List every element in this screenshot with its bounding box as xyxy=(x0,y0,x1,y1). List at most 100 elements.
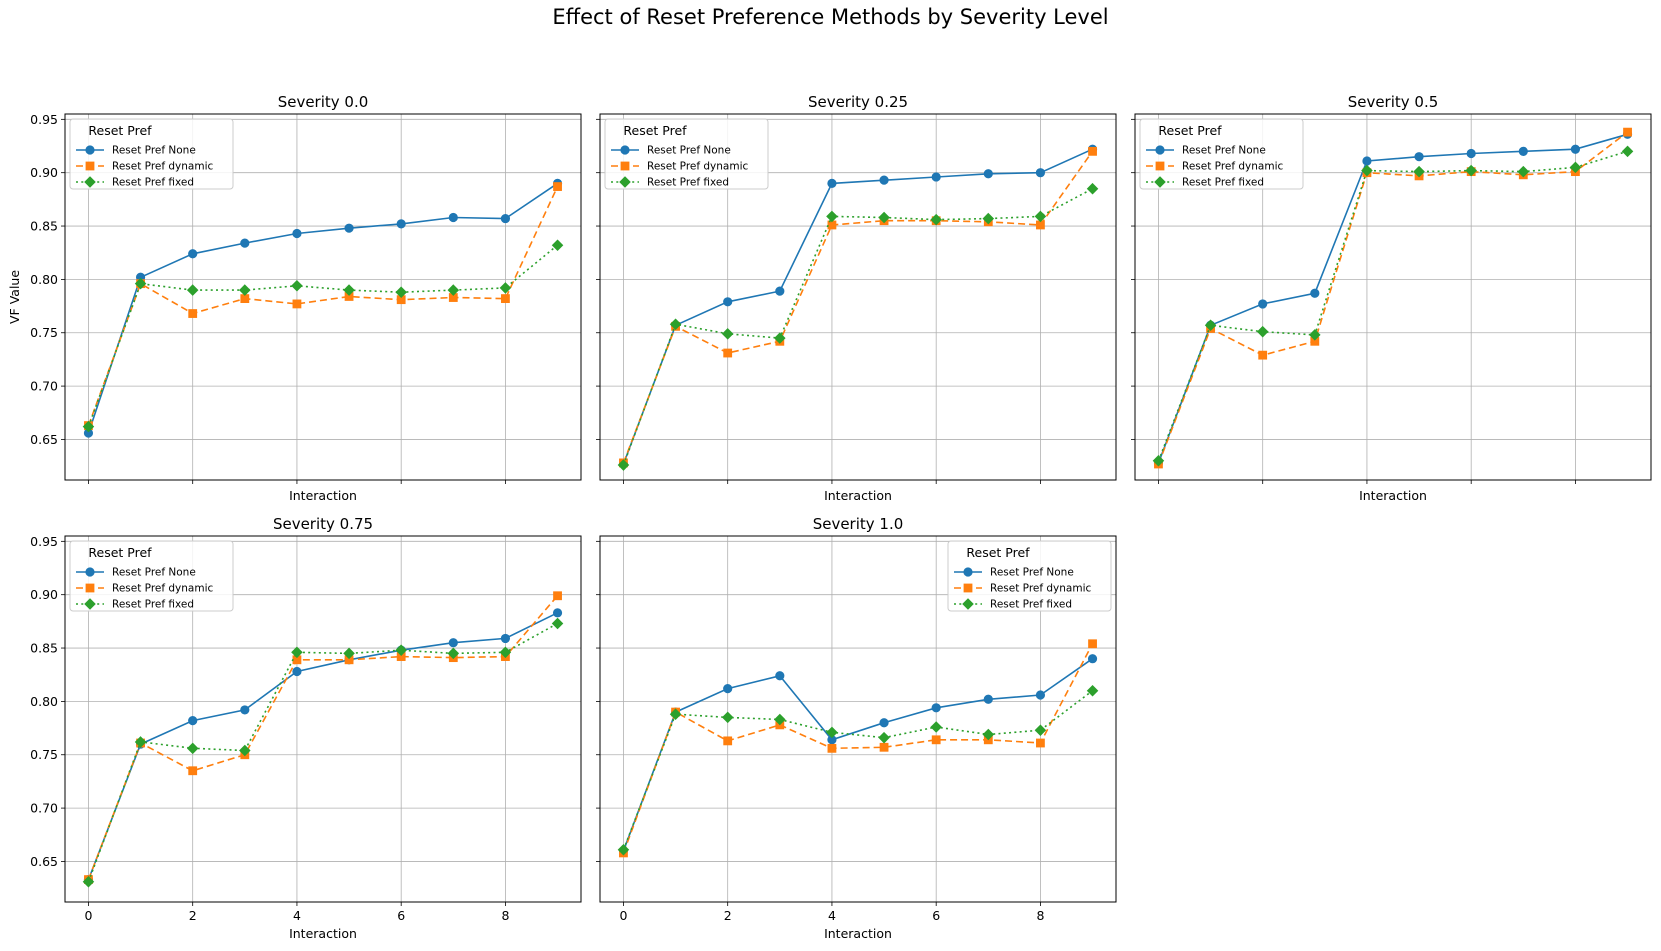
series-line xyxy=(1157,133,1628,464)
axes-frame xyxy=(64,113,582,481)
data-point xyxy=(500,633,511,644)
y-axis-label: VF Value xyxy=(7,270,22,324)
data-point xyxy=(723,297,733,307)
data-point xyxy=(82,875,95,888)
y-tick-label: 0.95 xyxy=(30,112,58,127)
series-line xyxy=(622,150,1094,464)
series-line xyxy=(87,186,559,426)
data-point xyxy=(878,731,890,744)
legend-title: Reset Pref xyxy=(88,123,152,138)
data-point xyxy=(551,617,564,630)
data-point xyxy=(1258,299,1268,309)
data-point xyxy=(617,459,630,471)
data-point xyxy=(291,646,303,659)
data-point xyxy=(292,666,302,677)
data-point xyxy=(1413,165,1425,178)
data-point xyxy=(1466,148,1476,159)
data-point xyxy=(931,172,941,182)
grid xyxy=(1135,114,1651,480)
x-axis-label: Interaction xyxy=(289,488,357,503)
series-reset-pref-fixed xyxy=(82,617,564,888)
legend-label: Reset Pref dynamic xyxy=(1182,161,1284,173)
series-line xyxy=(1157,150,1628,462)
data-point xyxy=(669,318,682,330)
legend-marker xyxy=(1155,145,1165,155)
axes-frame xyxy=(1134,113,1652,481)
data-point xyxy=(879,742,889,752)
data-point xyxy=(188,309,198,318)
legend-label: Reset Pref None xyxy=(990,567,1074,579)
data-point xyxy=(982,728,995,741)
legend-marker xyxy=(85,145,95,155)
legend-label: Reset Pref None xyxy=(112,567,196,579)
data-point xyxy=(186,742,199,755)
data-point xyxy=(827,178,837,188)
data-point xyxy=(931,703,941,713)
legend-label: Reset Pref fixed xyxy=(647,177,729,189)
data-point xyxy=(501,294,510,304)
legend-marker xyxy=(84,176,96,188)
series-line xyxy=(87,612,558,880)
legend-label: Reset Pref fixed xyxy=(990,599,1072,611)
data-point xyxy=(553,591,562,601)
y-tick-label: 0.75 xyxy=(30,325,58,340)
legend-label: Reset Pref dynamic xyxy=(647,161,749,173)
data-point xyxy=(1362,156,1372,166)
subplot-title: Severity 0.0 xyxy=(278,93,369,111)
legend-marker xyxy=(1155,161,1165,171)
data-point xyxy=(930,213,942,226)
data-point xyxy=(500,213,511,224)
x-tick-label: 2 xyxy=(724,908,732,923)
y-tick-label: 0.70 xyxy=(30,801,58,816)
data-point xyxy=(344,223,354,233)
data-point xyxy=(1623,127,1632,137)
legend-marker xyxy=(1154,176,1166,188)
legend-box xyxy=(69,118,234,190)
legend-marker xyxy=(619,176,631,188)
data-point xyxy=(343,647,355,660)
legend-title: Reset Pref xyxy=(1158,123,1222,138)
legend-label: Reset Pref None xyxy=(647,145,731,157)
data-point xyxy=(447,284,460,296)
legend-box xyxy=(69,540,234,612)
x-tick-label: 8 xyxy=(501,908,509,923)
legend-marker xyxy=(620,145,630,155)
series-reset-pref-none xyxy=(618,144,1098,469)
data-point xyxy=(1256,325,1269,338)
series-reset-pref-fixed xyxy=(617,684,1099,856)
y-tick-label: 0.75 xyxy=(30,747,58,762)
legend-marker xyxy=(85,161,95,171)
data-point xyxy=(983,694,993,704)
data-point xyxy=(1035,690,1046,700)
data-point xyxy=(1035,168,1046,178)
y-tick-label: 0.85 xyxy=(30,641,58,656)
series-line xyxy=(1157,131,1628,465)
x-axis-label: Interaction xyxy=(289,926,357,941)
data-point xyxy=(878,211,890,224)
series-line xyxy=(622,658,1093,852)
series-reset-pref-dynamic xyxy=(84,182,562,430)
data-point xyxy=(240,705,250,715)
y-tick-label: 0.80 xyxy=(30,694,58,709)
legend-title: Reset Pref xyxy=(623,123,687,138)
legend: Reset Pref Reset Pref None Reset Pref dyna… xyxy=(69,118,234,190)
x-axis-label: Interaction xyxy=(1359,488,1427,503)
x-tick-label: 6 xyxy=(932,908,940,923)
data-point xyxy=(1309,329,1321,341)
series-line xyxy=(87,182,558,434)
data-point xyxy=(723,736,733,746)
data-point xyxy=(1086,684,1099,697)
legend-title: Reset Pref xyxy=(966,545,1030,560)
grid xyxy=(65,114,581,480)
x-axis-label: Interaction xyxy=(824,488,892,503)
data-point xyxy=(82,420,95,433)
legend-marker xyxy=(85,583,95,593)
data-point xyxy=(879,175,889,185)
x-tick-label: 8 xyxy=(1036,908,1044,923)
axes-frame xyxy=(599,113,1117,481)
data-point xyxy=(723,683,733,694)
data-point xyxy=(930,721,942,733)
data-point xyxy=(1570,144,1581,154)
data-point xyxy=(1086,182,1099,195)
